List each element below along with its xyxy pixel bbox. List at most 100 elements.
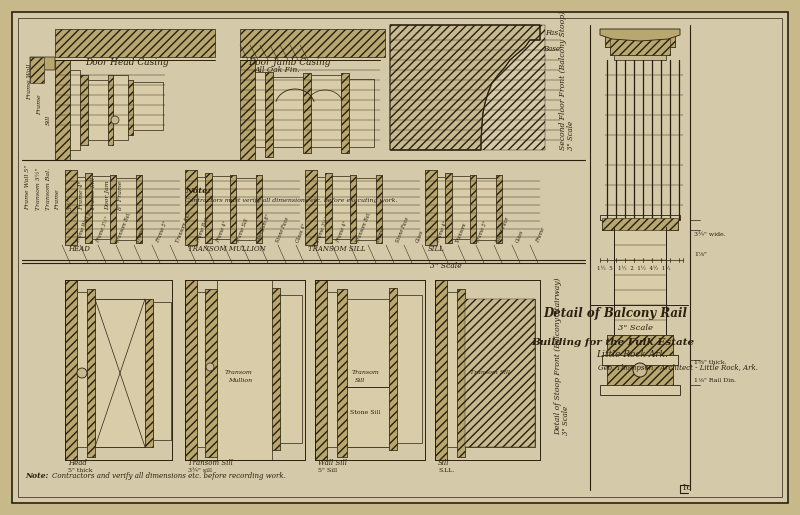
Bar xyxy=(128,80,133,135)
Text: Frame Wall 5": Frame Wall 5" xyxy=(26,165,30,210)
Bar xyxy=(317,177,325,237)
Bar xyxy=(470,175,476,243)
Bar xyxy=(397,295,422,443)
Bar xyxy=(136,175,142,243)
Bar xyxy=(327,292,337,447)
Text: Glass: Glass xyxy=(415,229,425,243)
Text: Frame 5": Frame 5" xyxy=(475,220,488,243)
Text: Frame Sill: Frame Sill xyxy=(91,177,97,210)
Bar xyxy=(256,175,262,243)
Bar xyxy=(341,73,349,153)
Bar xyxy=(496,175,502,243)
Bar xyxy=(116,178,136,240)
Bar xyxy=(315,280,327,460)
Bar xyxy=(376,175,382,243)
Text: TRANSOM MULLION: TRANSOM MULLION xyxy=(188,245,266,253)
Text: HEAD: HEAD xyxy=(68,245,90,253)
Bar xyxy=(602,218,678,230)
Text: TRANSOM SILL: TRANSOM SILL xyxy=(308,245,366,253)
Bar xyxy=(376,175,382,243)
Text: Frame Wall 5": Frame Wall 5" xyxy=(75,209,93,243)
Text: 1⅛" Rail Din.: 1⅛" Rail Din. xyxy=(694,378,736,383)
Bar xyxy=(77,292,87,447)
Bar xyxy=(108,75,113,145)
Bar xyxy=(88,80,108,140)
Text: Glass 4": Glass 4" xyxy=(295,222,307,243)
Text: 1½  5   1½  2  1½  4½  1½: 1½ 5 1½ 2 1½ 4½ 1½ xyxy=(597,266,670,271)
Text: Stone Face: Stone Face xyxy=(395,216,410,243)
Text: Little Rock Ark.: Little Rock Ark. xyxy=(596,350,668,359)
Text: Wall Sill: Wall Sill xyxy=(318,459,347,467)
Bar xyxy=(325,173,332,243)
Bar xyxy=(311,75,341,147)
Text: Transom Bal.: Transom Bal. xyxy=(115,211,132,243)
Bar xyxy=(600,385,680,395)
Bar xyxy=(476,178,496,240)
Bar xyxy=(437,177,445,237)
Bar xyxy=(255,72,265,147)
Bar xyxy=(205,289,217,457)
Text: Sill: Sill xyxy=(46,115,50,125)
Text: Frame Bal.: Frame Bal. xyxy=(195,216,210,243)
Bar xyxy=(95,299,145,447)
Bar xyxy=(607,365,673,385)
Bar xyxy=(447,292,457,447)
Bar xyxy=(602,218,678,230)
Text: 3" Scale: 3" Scale xyxy=(430,262,462,270)
Bar xyxy=(153,302,171,440)
Text: Sill: Sill xyxy=(355,378,366,383)
Bar xyxy=(85,173,92,243)
Text: Contractors and verify all dimensions etc. before recording work.: Contractors and verify all dimensions et… xyxy=(52,472,286,480)
Bar xyxy=(465,299,535,447)
Text: Stone Sill: Stone Sill xyxy=(350,410,381,415)
Text: Fas.: Fas. xyxy=(545,29,561,37)
Text: Transom: Transom xyxy=(225,370,253,375)
Bar xyxy=(305,170,317,245)
Text: Frame Sill: Frame Sill xyxy=(235,217,249,243)
Bar xyxy=(240,60,255,160)
Text: Frame: Frame xyxy=(135,226,146,243)
Bar xyxy=(212,176,230,239)
Bar xyxy=(341,73,349,153)
Bar xyxy=(65,280,77,460)
Text: Frame 4": Frame 4" xyxy=(435,220,448,243)
Bar xyxy=(236,178,256,240)
Circle shape xyxy=(111,116,119,124)
Bar xyxy=(607,335,673,355)
Bar xyxy=(217,280,272,460)
Text: 1⅞": 1⅞" xyxy=(694,252,707,257)
Bar xyxy=(347,387,389,447)
Text: Detail of Stoop Front (Balcony Stairway): Detail of Stoop Front (Balcony Stairway) xyxy=(554,278,562,435)
Text: 16: 16 xyxy=(682,484,693,492)
Bar xyxy=(205,173,212,243)
Text: Frame 5": Frame 5" xyxy=(155,220,168,243)
Bar xyxy=(273,77,303,147)
Text: Base: Base xyxy=(543,45,560,53)
Bar xyxy=(240,60,255,160)
Text: Transom: Transom xyxy=(352,370,380,375)
Bar xyxy=(65,280,77,460)
Text: Note:: Note: xyxy=(25,472,48,480)
Text: Door Jam: Door Jam xyxy=(106,180,110,210)
Polygon shape xyxy=(30,57,55,83)
Bar xyxy=(80,75,88,145)
Bar xyxy=(457,289,465,457)
Polygon shape xyxy=(390,25,540,150)
Text: 5" Sill: 5" Sill xyxy=(318,468,337,473)
Bar xyxy=(92,176,110,239)
Bar xyxy=(230,175,236,243)
Bar xyxy=(87,289,95,457)
Text: 3½": 3½" xyxy=(67,197,73,210)
Bar xyxy=(303,73,311,153)
Bar xyxy=(145,299,153,447)
Bar xyxy=(425,170,437,245)
Circle shape xyxy=(633,363,647,377)
Text: Door Head Casing: Door Head Casing xyxy=(85,58,169,67)
Bar xyxy=(30,57,44,83)
Text: SILL: SILL xyxy=(428,245,445,253)
Bar xyxy=(145,299,153,447)
Bar xyxy=(315,280,327,460)
Bar xyxy=(128,80,133,135)
Bar xyxy=(600,215,680,220)
Bar xyxy=(610,47,670,55)
